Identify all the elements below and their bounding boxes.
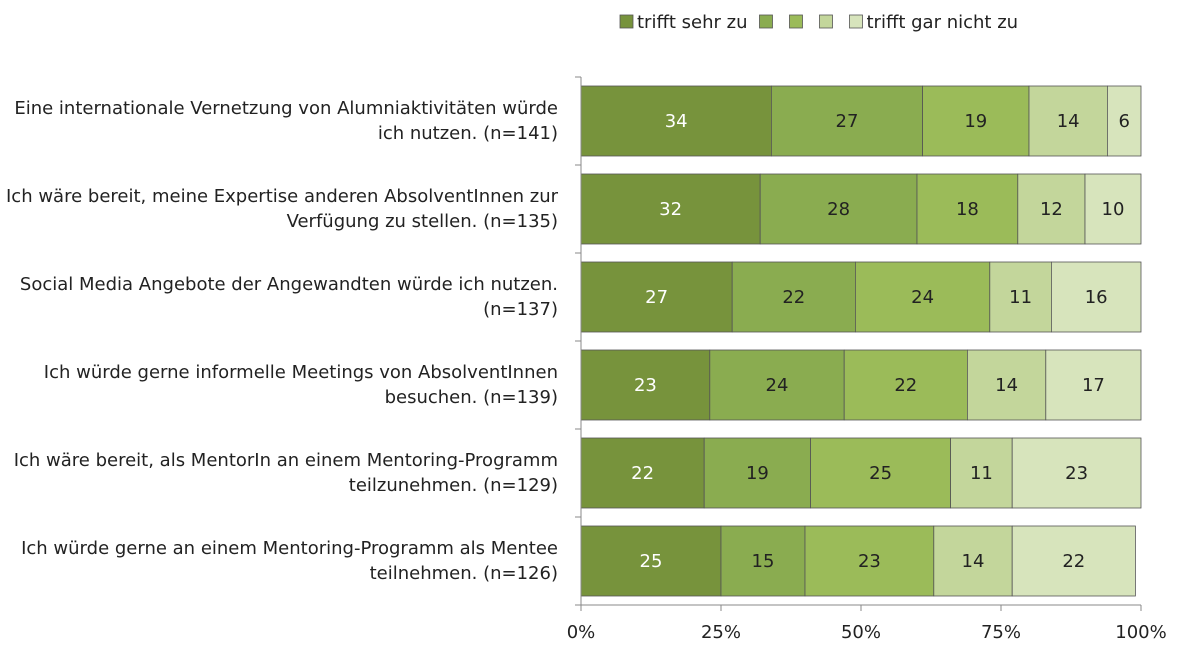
value-label: 11 xyxy=(1009,287,1032,308)
bar-segment xyxy=(1011,437,1142,509)
x-tick-label: 100% xyxy=(1115,622,1166,643)
value-label: 10 xyxy=(1102,199,1125,220)
value-label: 24 xyxy=(766,375,789,396)
bar-segment xyxy=(916,173,1019,245)
legend-swatch xyxy=(619,14,634,29)
bar-segment xyxy=(855,261,991,333)
bar-segment xyxy=(580,85,772,157)
bar-segment xyxy=(580,261,733,333)
bar-segment xyxy=(703,437,812,509)
value-label: 22 xyxy=(631,463,654,484)
value-label: 22 xyxy=(782,287,805,308)
x-tick-label: 50% xyxy=(841,622,881,643)
value-label: 25 xyxy=(640,551,663,572)
legend-swatch xyxy=(759,14,773,29)
bar-segment xyxy=(759,173,918,245)
category-label: Ich wäre bereit, als MentorIn an einem M… xyxy=(13,450,558,496)
value-label: 28 xyxy=(827,199,850,220)
category-label: Ich wäre bereit, meine Expertise anderen… xyxy=(6,186,558,232)
bar-segment xyxy=(967,349,1047,421)
value-label: 34 xyxy=(665,111,688,132)
value-label: 12 xyxy=(1040,199,1063,220)
legend-label: trifft gar nicht zu xyxy=(866,12,1018,33)
bar-segment xyxy=(922,85,1030,157)
legend-swatch xyxy=(819,14,833,29)
value-label: 27 xyxy=(645,287,668,308)
bar-segment xyxy=(580,437,705,509)
value-label: 23 xyxy=(1065,463,1088,484)
value-label: 27 xyxy=(836,111,859,132)
bar-segment xyxy=(720,525,806,597)
legend-swatch xyxy=(849,14,863,29)
value-label: 22 xyxy=(1062,551,1085,572)
bar-segment xyxy=(709,349,845,421)
value-label: 19 xyxy=(964,111,987,132)
bar-segment xyxy=(580,173,761,245)
legend-label: trifft sehr zu xyxy=(637,12,747,33)
value-label: 6 xyxy=(1118,111,1129,132)
x-tick-label: 75% xyxy=(981,622,1021,643)
bar-segment xyxy=(1028,85,1108,157)
bar-segment xyxy=(580,349,711,421)
bar-segment xyxy=(1084,173,1142,245)
x-tick-label: 0% xyxy=(567,622,596,643)
legend-swatch xyxy=(789,14,803,29)
bar-segment xyxy=(580,525,722,597)
category-label: Ich würde gerne informelle Meetings von … xyxy=(43,362,558,408)
value-label: 18 xyxy=(956,199,979,220)
bar-segment xyxy=(1011,525,1136,597)
bar-segment xyxy=(804,525,935,597)
bar-segment xyxy=(1107,85,1142,157)
value-label: 11 xyxy=(970,463,993,484)
value-label: 14 xyxy=(962,551,985,572)
value-label: 19 xyxy=(746,463,769,484)
bar-segment xyxy=(1045,349,1142,421)
bar-segment xyxy=(771,85,924,157)
bar-segment xyxy=(989,261,1052,333)
value-label: 14 xyxy=(1057,111,1080,132)
x-tick-label: 25% xyxy=(701,622,741,643)
category-label: Ich würde gerne an einem Mentoring-Progr… xyxy=(21,538,558,584)
bar-segment xyxy=(950,437,1013,509)
bar-segment xyxy=(1051,261,1142,333)
value-label: 23 xyxy=(634,375,657,396)
category-label: Eine internationale Vernetzung von Alumn… xyxy=(14,98,558,144)
value-label: 16 xyxy=(1085,287,1108,308)
value-label: 23 xyxy=(858,551,881,572)
bar-segment xyxy=(1017,173,1086,245)
bar-segment xyxy=(843,349,968,421)
bar-segment xyxy=(810,437,951,509)
value-label: 25 xyxy=(869,463,892,484)
category-label: Social Media Angebote der Angewandten wü… xyxy=(19,274,558,320)
value-label: 24 xyxy=(911,287,934,308)
bar-segment xyxy=(933,525,1013,597)
value-label: 32 xyxy=(659,199,682,220)
value-label: 17 xyxy=(1082,375,1105,396)
value-label: 15 xyxy=(752,551,775,572)
value-label: 22 xyxy=(894,375,917,396)
value-label: 14 xyxy=(995,375,1018,396)
